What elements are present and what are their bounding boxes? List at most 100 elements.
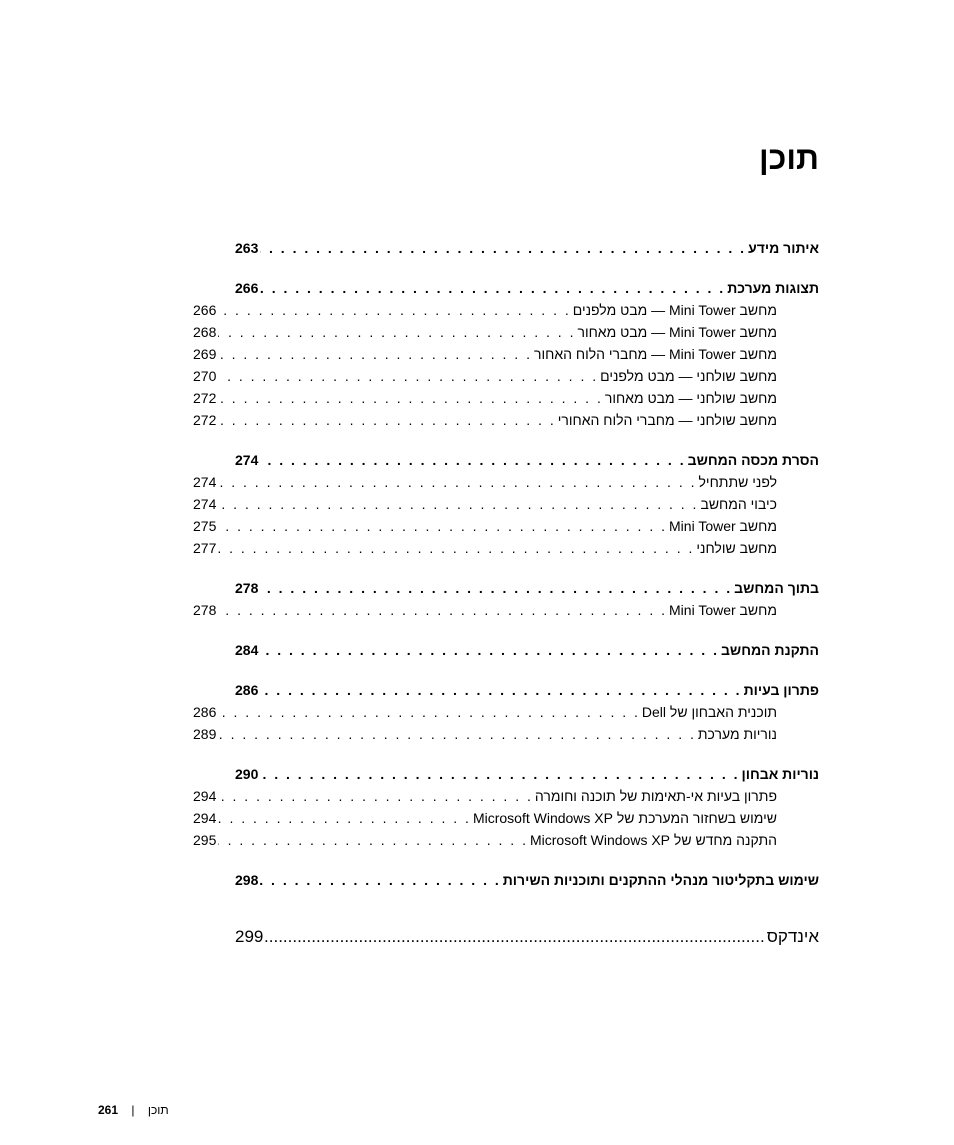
toc-line: מחשב שולחני — מבט מלפנים. . . . . . . . …: [193, 365, 819, 387]
toc-label: לפני שתתחיל: [699, 471, 777, 493]
toc-dots: . . . . . . . . . . . . . . . . . . . . …: [218, 829, 528, 851]
toc-dots: . . . . . . . . . . . . . . . . . . . . …: [218, 701, 640, 723]
toc-line: מחשב שולחני. . . . . . . . . . . . . . .…: [193, 537, 819, 559]
toc-dots: . . . . . . . . . . . . . . . . . . . . …: [218, 807, 471, 829]
toc-label: פתרון בעיות אי-תאימות של תוכנה וחומרה: [535, 785, 777, 807]
toc-line: מחשב Mini Tower — מבט מלפנים. . . . . . …: [193, 299, 819, 321]
toc-line: פתרון בעיות. . . . . . . . . . . . . . .…: [235, 679, 819, 701]
toc-dots: . . . . . . . . . . . . . . . . . . . . …: [260, 577, 732, 599]
toc-page-number: 294: [193, 807, 216, 829]
toc-dots: . . . . . . . . . . . . . . . . . . . . …: [218, 537, 694, 559]
toc-page-number: 275: [193, 515, 216, 537]
toc-label: בתוך המחשב: [734, 577, 819, 599]
index-line: אינדקס .................................…: [235, 925, 819, 949]
toc-label: מחשב Mini Tower: [669, 599, 777, 621]
toc-page-number: 269: [193, 343, 216, 365]
toc-line: נוריות מערכת. . . . . . . . . . . . . . …: [193, 723, 819, 745]
toc-page-number: 290: [235, 763, 258, 785]
toc-line: מחשב Mini Tower — מבט מאחור. . . . . . .…: [193, 321, 819, 343]
toc-dots: . . . . . . . . . . . . . . . . . . . . …: [218, 493, 698, 515]
toc-dots: . . . . . . . . . . . . . . . . . . . . …: [218, 299, 570, 321]
toc-label: מחשב שולחני — מבט מלפנים: [600, 365, 777, 387]
toc-page-number: 295: [193, 829, 216, 851]
toc-dots: . . . . . . . . . . . . . . . . . . . . …: [260, 277, 725, 299]
toc-line: שימוש בתקליטור מנהלי ההתקנים ותוכניות הש…: [235, 869, 819, 891]
toc-page-number: 263: [235, 237, 258, 259]
toc-page-number: 277: [193, 537, 216, 559]
toc-line: שימוש בשחזור המערכת של Microsoft Windows…: [193, 807, 819, 829]
toc-dots: . . . . . . . . . . . . . . . . . . . . …: [218, 321, 575, 343]
toc-dots: . . . . . . . . . . . . . . . . . . . . …: [260, 869, 500, 891]
index-label: אינדקס: [767, 925, 819, 949]
toc-page-number: 268: [193, 321, 216, 343]
toc-line: פתרון בעיות אי-תאימות של תוכנה וחומרה. .…: [193, 785, 819, 807]
toc-line: מחשב Mini Tower. . . . . . . . . . . . .…: [193, 599, 819, 621]
toc-label: שימוש בשחזור המערכת של Microsoft Windows…: [473, 807, 777, 829]
toc-dots: . . . . . . . . . . . . . . . . . . . . …: [218, 785, 533, 807]
toc-line: התקנה מחדש של Microsoft Windows XP. . . …: [193, 829, 819, 851]
toc-dots: . . . . . . . . . . . . . . . . . . . . …: [218, 723, 696, 745]
toc-page: תוכן איתור מידע. . . . . . . . . . . . .…: [235, 140, 819, 949]
toc-page-number: 286: [193, 701, 216, 723]
toc-page-number: 284: [235, 639, 258, 661]
index-dots: ........................................…: [265, 925, 764, 949]
page-title: תוכן: [235, 140, 819, 177]
footer-page-number: 261: [98, 1103, 118, 1117]
toc-page-number: 274: [193, 471, 216, 493]
toc-page-number: 266: [193, 299, 216, 321]
toc-line: מחשב Mini Tower — מחברי הלוח האחור. . . …: [193, 343, 819, 365]
toc-line: מחשב Mini Tower. . . . . . . . . . . . .…: [193, 515, 819, 537]
toc-dots: . . . . . . . . . . . . . . . . . . . . …: [260, 449, 685, 471]
toc-line: איתור מידע. . . . . . . . . . . . . . . …: [235, 237, 819, 259]
toc-line: מחשב שולחני — מחברי הלוח האחורי. . . . .…: [193, 409, 819, 431]
toc-label: פתרון בעיות: [744, 679, 819, 701]
toc-page-number: 272: [193, 409, 216, 431]
toc-dots: . . . . . . . . . . . . . . . . . . . . …: [218, 471, 696, 493]
toc-page-number: 274: [235, 449, 258, 471]
toc-dots: . . . . . . . . . . . . . . . . . . . . …: [218, 409, 555, 431]
toc-line: תצוגות מערכת. . . . . . . . . . . . . . …: [235, 277, 819, 299]
toc-label: נוריות אבחון: [742, 763, 819, 785]
toc-label: מחשב שולחני: [696, 537, 777, 559]
toc-dots: . . . . . . . . . . . . . . . . . . . . …: [218, 387, 602, 409]
toc-line: בתוך המחשב. . . . . . . . . . . . . . . …: [235, 577, 819, 599]
toc-label: תוכנית האבחון של Dell: [642, 701, 777, 723]
toc-page-number: 278: [193, 599, 216, 621]
toc-label: נוריות מערכת: [698, 723, 777, 745]
toc-page-number: 272: [193, 387, 216, 409]
toc-line: לפני שתתחיל. . . . . . . . . . . . . . .…: [193, 471, 819, 493]
toc-page-number: 274: [193, 493, 216, 515]
toc-label: שימוש בתקליטור מנהלי ההתקנים ותוכניות הש…: [503, 869, 819, 891]
toc-line: נוריות אבחון. . . . . . . . . . . . . . …: [235, 763, 819, 785]
toc-page-number: 266: [235, 277, 258, 299]
index-page: 299: [235, 925, 263, 949]
toc-page-number: 289: [193, 723, 216, 745]
toc-line: הסרת מכסה המחשב. . . . . . . . . . . . .…: [235, 449, 819, 471]
toc-line: כיבוי המחשב. . . . . . . . . . . . . . .…: [193, 493, 819, 515]
toc-dots: . . . . . . . . . . . . . . . . . . . . …: [260, 763, 739, 785]
toc-page-number: 270: [193, 365, 216, 387]
toc-line: התקנת המחשב. . . . . . . . . . . . . . .…: [235, 639, 819, 661]
toc-dots: . . . . . . . . . . . . . . . . . . . . …: [218, 515, 667, 537]
toc-label: כיבוי המחשב: [700, 493, 777, 515]
toc-label: תצוגות מערכת: [727, 277, 819, 299]
toc-label: התקנה מחדש של Microsoft Windows XP: [530, 829, 777, 851]
toc-dots: . . . . . . . . . . . . . . . . . . . . …: [260, 639, 719, 661]
toc-dots: . . . . . . . . . . . . . . . . . . . . …: [260, 237, 746, 259]
toc-line: תוכנית האבחון של Dell. . . . . . . . . .…: [193, 701, 819, 723]
footer-text: תוכן: [148, 1103, 169, 1117]
toc-label: איתור מידע: [748, 237, 819, 259]
toc-line: מחשב שולחני — מבט מאחור. . . . . . . . .…: [193, 387, 819, 409]
toc-dots: . . . . . . . . . . . . . . . . . . . . …: [218, 365, 598, 387]
toc-label: מחשב שולחני — מבט מאחור: [605, 387, 777, 409]
toc-dots: . . . . . . . . . . . . . . . . . . . . …: [260, 679, 741, 701]
toc-page-number: 286: [235, 679, 258, 701]
toc-body: איתור מידע. . . . . . . . . . . . . . . …: [235, 237, 819, 891]
toc-label: הסרת מכסה המחשב: [688, 449, 819, 471]
toc-label: מחשב Mini Tower — מחברי הלוח האחור: [534, 343, 777, 365]
footer-separator: |: [131, 1103, 134, 1117]
toc-label: מחשב Mini Tower — מבט מלפנים: [573, 299, 777, 321]
toc-page-number: 294: [193, 785, 216, 807]
toc-page-number: 298: [235, 869, 258, 891]
page-footer: תוכן | 261: [98, 1103, 169, 1117]
